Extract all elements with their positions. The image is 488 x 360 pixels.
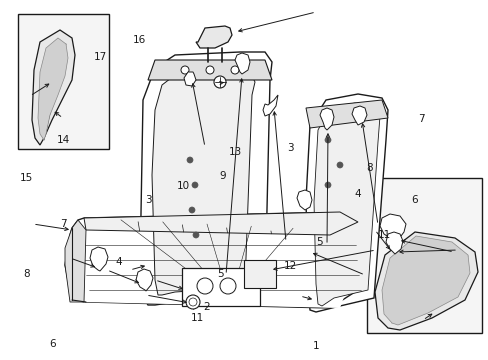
Circle shape bbox=[185, 295, 200, 309]
Text: 4: 4 bbox=[115, 257, 122, 267]
Polygon shape bbox=[148, 60, 271, 80]
Text: 4: 4 bbox=[353, 189, 360, 199]
Circle shape bbox=[189, 298, 197, 306]
Text: 14: 14 bbox=[57, 135, 70, 145]
Polygon shape bbox=[313, 103, 379, 306]
Text: 1: 1 bbox=[312, 341, 319, 351]
Circle shape bbox=[230, 66, 239, 74]
Polygon shape bbox=[136, 269, 153, 291]
Polygon shape bbox=[32, 30, 75, 145]
Text: 15: 15 bbox=[20, 173, 33, 183]
Text: 11: 11 bbox=[191, 312, 204, 323]
Circle shape bbox=[205, 66, 214, 74]
Polygon shape bbox=[65, 212, 367, 308]
Polygon shape bbox=[263, 95, 278, 116]
Polygon shape bbox=[65, 220, 86, 302]
Text: 3: 3 bbox=[286, 143, 293, 153]
Circle shape bbox=[186, 157, 193, 163]
Circle shape bbox=[197, 278, 213, 294]
Polygon shape bbox=[319, 108, 333, 130]
Text: 13: 13 bbox=[228, 147, 242, 157]
Text: 7: 7 bbox=[60, 219, 67, 229]
Text: 10: 10 bbox=[177, 181, 190, 191]
Polygon shape bbox=[183, 72, 196, 86]
Text: 8: 8 bbox=[23, 269, 30, 279]
Circle shape bbox=[192, 182, 198, 188]
Bar bbox=[366, 178, 481, 333]
Circle shape bbox=[325, 137, 330, 143]
Circle shape bbox=[220, 278, 236, 294]
Circle shape bbox=[181, 66, 189, 74]
Circle shape bbox=[193, 232, 199, 238]
Polygon shape bbox=[152, 72, 254, 295]
Polygon shape bbox=[305, 94, 387, 312]
Text: 6: 6 bbox=[49, 339, 56, 349]
Polygon shape bbox=[235, 53, 249, 74]
Text: 16: 16 bbox=[132, 35, 145, 45]
Text: 12: 12 bbox=[283, 261, 296, 271]
Text: 8: 8 bbox=[365, 163, 372, 173]
Text: 3: 3 bbox=[144, 195, 151, 205]
Polygon shape bbox=[84, 212, 357, 235]
Circle shape bbox=[214, 76, 225, 88]
Polygon shape bbox=[379, 214, 405, 240]
Text: 9: 9 bbox=[219, 171, 225, 181]
Text: 5: 5 bbox=[315, 237, 322, 247]
Circle shape bbox=[336, 162, 342, 168]
Bar bbox=[18, 14, 109, 149]
Polygon shape bbox=[385, 232, 402, 254]
Bar bbox=[244, 260, 275, 288]
Text: 5: 5 bbox=[217, 269, 224, 279]
Circle shape bbox=[325, 182, 330, 188]
Text: 11: 11 bbox=[377, 230, 390, 240]
Polygon shape bbox=[72, 222, 367, 308]
Text: 7: 7 bbox=[417, 114, 424, 124]
Circle shape bbox=[189, 207, 195, 213]
Polygon shape bbox=[351, 106, 366, 125]
Polygon shape bbox=[90, 247, 108, 271]
Polygon shape bbox=[296, 190, 311, 210]
Polygon shape bbox=[305, 100, 387, 128]
Bar bbox=[182, 268, 260, 306]
Text: 17: 17 bbox=[93, 52, 106, 62]
Text: 2: 2 bbox=[203, 302, 209, 312]
Text: 6: 6 bbox=[410, 195, 417, 205]
Polygon shape bbox=[38, 38, 68, 140]
Polygon shape bbox=[196, 26, 231, 48]
Polygon shape bbox=[374, 232, 477, 330]
Polygon shape bbox=[140, 52, 271, 305]
Polygon shape bbox=[381, 236, 469, 325]
